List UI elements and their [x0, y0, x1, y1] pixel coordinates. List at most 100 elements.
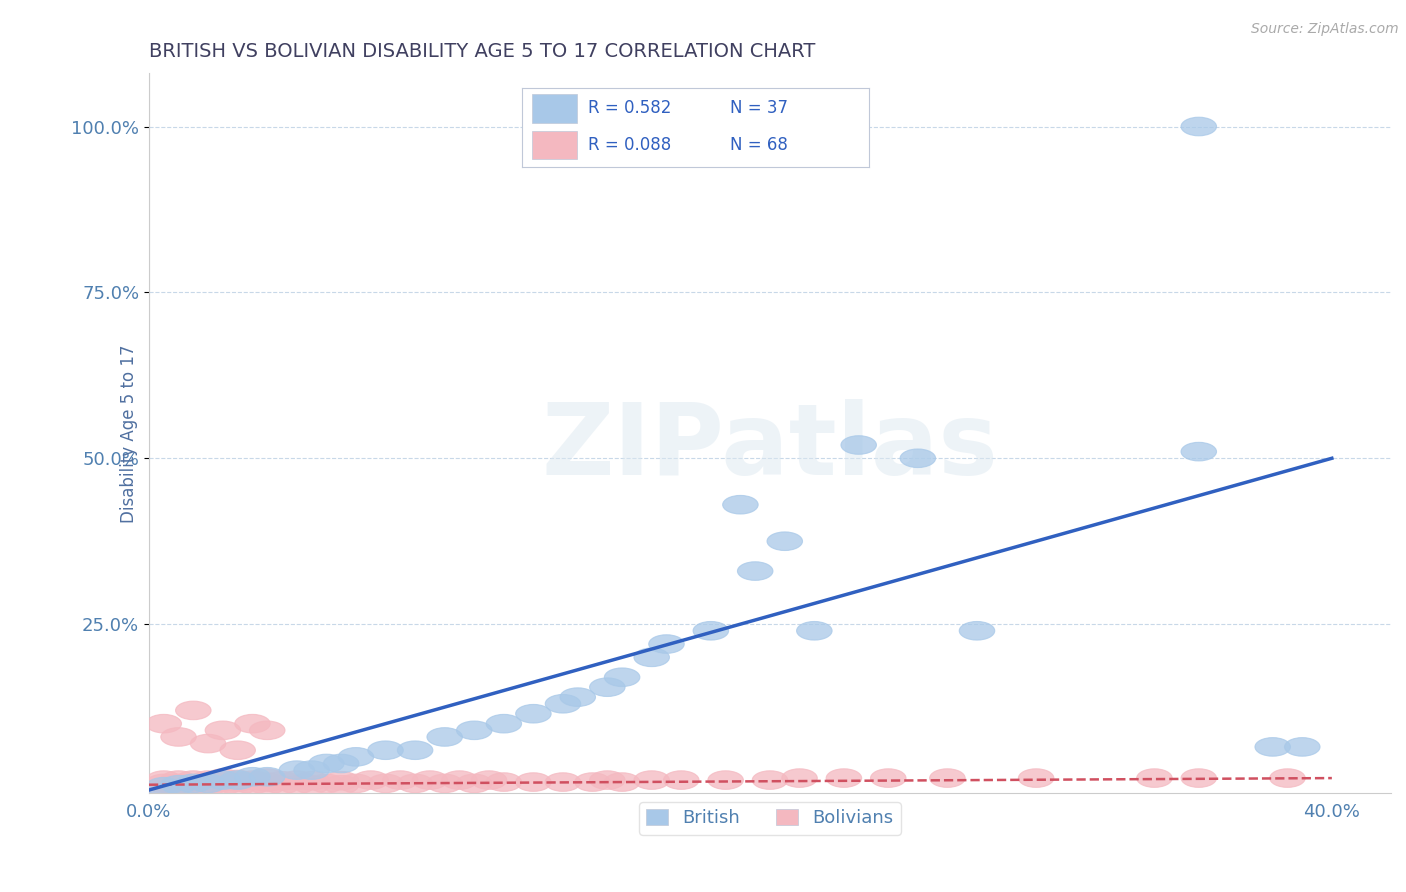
Ellipse shape — [471, 771, 506, 789]
Ellipse shape — [546, 695, 581, 713]
Ellipse shape — [205, 777, 240, 796]
Ellipse shape — [160, 728, 197, 747]
Ellipse shape — [589, 771, 626, 789]
Ellipse shape — [176, 774, 211, 793]
Ellipse shape — [648, 635, 685, 653]
Ellipse shape — [249, 769, 285, 788]
Ellipse shape — [146, 778, 181, 796]
Ellipse shape — [249, 767, 285, 786]
Ellipse shape — [190, 771, 226, 789]
Ellipse shape — [249, 772, 285, 791]
Ellipse shape — [782, 769, 817, 788]
Ellipse shape — [176, 771, 211, 789]
Ellipse shape — [457, 721, 492, 739]
Ellipse shape — [368, 741, 404, 759]
Ellipse shape — [278, 761, 315, 780]
Ellipse shape — [412, 771, 447, 789]
Ellipse shape — [146, 771, 181, 789]
Ellipse shape — [205, 721, 240, 739]
Ellipse shape — [1136, 769, 1173, 788]
Ellipse shape — [382, 771, 418, 789]
Ellipse shape — [235, 771, 270, 789]
Ellipse shape — [190, 778, 226, 796]
Ellipse shape — [160, 771, 197, 789]
Ellipse shape — [693, 622, 728, 640]
Ellipse shape — [264, 775, 299, 794]
Ellipse shape — [353, 771, 388, 789]
Ellipse shape — [575, 772, 610, 791]
Ellipse shape — [235, 767, 270, 786]
Ellipse shape — [309, 774, 344, 793]
Ellipse shape — [339, 774, 374, 793]
Ellipse shape — [205, 769, 240, 788]
Text: BRITISH VS BOLIVIAN DISABILITY AGE 5 TO 17 CORRELATION CHART: BRITISH VS BOLIVIAN DISABILITY AGE 5 TO … — [149, 42, 815, 61]
Ellipse shape — [155, 775, 190, 794]
Ellipse shape — [278, 775, 315, 794]
Ellipse shape — [160, 774, 197, 793]
Ellipse shape — [427, 728, 463, 747]
Ellipse shape — [516, 705, 551, 723]
Ellipse shape — [176, 775, 211, 794]
Ellipse shape — [278, 771, 315, 789]
Ellipse shape — [190, 774, 226, 793]
Ellipse shape — [323, 772, 359, 790]
Y-axis label: Disability Age 5 to 17: Disability Age 5 to 17 — [120, 344, 138, 523]
Ellipse shape — [768, 532, 803, 550]
Ellipse shape — [160, 778, 197, 796]
Ellipse shape — [294, 772, 329, 790]
Ellipse shape — [457, 774, 492, 793]
Ellipse shape — [146, 774, 181, 793]
Ellipse shape — [146, 714, 181, 733]
Legend: British, Bolivians: British, Bolivians — [640, 802, 901, 835]
Ellipse shape — [605, 668, 640, 687]
Ellipse shape — [1270, 769, 1305, 788]
Ellipse shape — [752, 771, 787, 789]
Text: ZIPatlas: ZIPatlas — [541, 400, 998, 496]
Ellipse shape — [664, 771, 699, 789]
Ellipse shape — [723, 495, 758, 514]
Ellipse shape — [323, 755, 359, 772]
Ellipse shape — [929, 769, 965, 788]
Ellipse shape — [1285, 738, 1320, 756]
Ellipse shape — [219, 772, 256, 791]
Ellipse shape — [205, 772, 240, 791]
Ellipse shape — [1181, 442, 1216, 461]
Ellipse shape — [219, 741, 256, 759]
Ellipse shape — [398, 774, 433, 793]
Ellipse shape — [339, 747, 374, 766]
Ellipse shape — [1181, 117, 1216, 136]
Ellipse shape — [841, 435, 876, 454]
Ellipse shape — [797, 622, 832, 640]
Ellipse shape — [589, 678, 626, 697]
Ellipse shape — [219, 770, 256, 789]
Ellipse shape — [235, 775, 270, 794]
Ellipse shape — [249, 776, 285, 795]
Ellipse shape — [146, 778, 181, 796]
Ellipse shape — [634, 648, 669, 666]
Ellipse shape — [605, 772, 640, 791]
Ellipse shape — [264, 772, 299, 790]
Ellipse shape — [486, 714, 522, 733]
Ellipse shape — [634, 771, 669, 789]
Ellipse shape — [160, 775, 197, 794]
Ellipse shape — [323, 775, 359, 794]
Ellipse shape — [205, 771, 240, 789]
Ellipse shape — [427, 774, 463, 793]
Ellipse shape — [309, 755, 344, 772]
Ellipse shape — [235, 714, 270, 733]
Ellipse shape — [294, 761, 329, 780]
Ellipse shape — [827, 769, 862, 788]
Ellipse shape — [190, 734, 226, 753]
Ellipse shape — [294, 775, 329, 794]
Ellipse shape — [176, 701, 211, 720]
Ellipse shape — [516, 772, 551, 791]
Ellipse shape — [870, 769, 905, 788]
Ellipse shape — [190, 774, 226, 793]
Ellipse shape — [1181, 769, 1216, 788]
Ellipse shape — [738, 562, 773, 581]
Ellipse shape — [398, 741, 433, 759]
Ellipse shape — [486, 772, 522, 791]
Ellipse shape — [1018, 769, 1054, 788]
Ellipse shape — [219, 777, 256, 796]
Ellipse shape — [900, 449, 935, 467]
